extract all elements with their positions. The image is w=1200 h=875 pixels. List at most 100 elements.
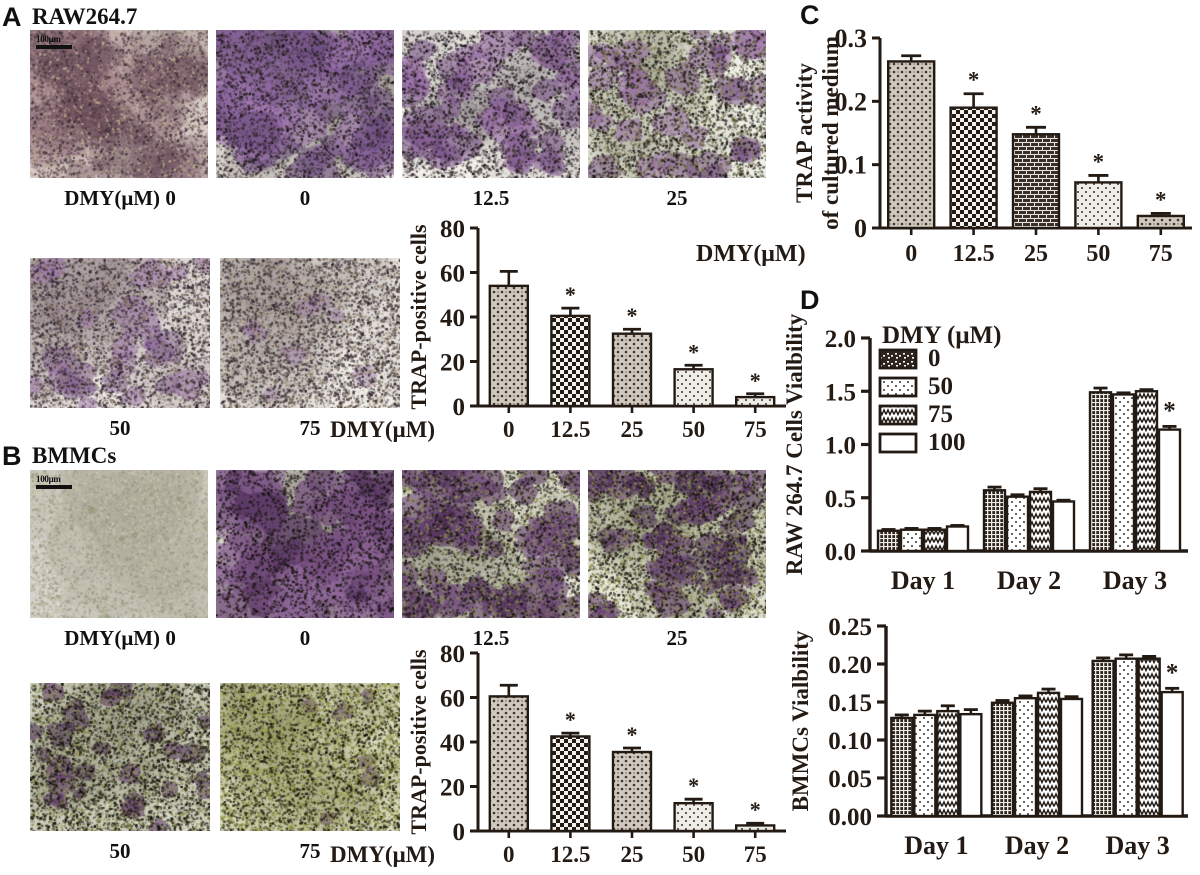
bar [1059,697,1084,818]
scale-bar: 100μm [36,34,72,49]
caption-b-row2-1: 75 [299,839,321,863]
bar [1051,500,1076,553]
micrograph-a-12_5 [402,30,580,178]
micrograph-b-75 [220,683,400,831]
panel-d-letter: D [800,285,820,315]
bar [1074,181,1123,230]
bar [945,525,970,553]
y-axis-label: BMMCs Vialbility [788,630,813,811]
y-tick-label: 0.05 [828,766,872,793]
x-axis-label: DMY(μM) [330,842,435,867]
y-tick-label: 60 [440,261,465,288]
caption-b-row1-3: 25 [666,626,688,650]
bar [1013,696,1038,818]
micrograph-a-25 [588,30,766,178]
y-tick-label: 60 [440,686,465,713]
caption-a-row1-3: 25 [666,186,688,210]
bar [488,284,530,408]
x-tick-label: 12.5 [550,417,590,442]
caption-b-row1-2: 12.5 [472,626,510,650]
y-tick-label: 0.00 [828,804,872,831]
x-tick-label: 50 [682,417,705,442]
x-tick-label: 50 [682,842,705,867]
bar [735,824,776,833]
caption-b-row1-1: 0 [299,626,311,650]
caption-a-row1-0: DMY(μM) 0 [20,186,220,211]
scale-bar-label: 100μm [36,34,61,44]
x-tick-label: 25 [1024,241,1048,267]
y-tick-label: 20 [440,775,465,802]
x-tick-label: 0 [503,842,515,867]
bar [1005,495,1030,553]
legend-label: 100 [928,429,966,456]
bar [959,712,983,818]
significance-marker: * [1166,659,1179,686]
x-axis-label: DMY(μM) [696,241,806,267]
bar [1134,390,1159,553]
y-tick-label: 40 [440,305,465,332]
bar [1157,428,1182,553]
y-tick-label: 0.10 [828,728,872,755]
significance-marker: * [627,722,638,747]
x-tick-label: Day 1 [891,566,955,595]
bar [1088,391,1113,553]
chart-a-trap-positive: 0 20 40 60 80 0 * 12.5 * 25 * 50 * 75 DMY(μM) TRAP-posi… [330,216,794,450]
caption-a-row2-0: 50 [109,416,131,440]
legend-swatch [878,376,918,398]
caption-value: 0 [165,186,176,210]
significance-marker: * [750,797,761,822]
micrograph-a-50 [30,258,210,408]
y-tick-label: 2.0 [825,326,856,353]
bar [1160,690,1184,818]
bar [1137,657,1161,818]
bar [913,713,937,818]
significance-marker: * [688,773,699,798]
significance-marker: * [627,303,638,328]
caption-prefix: DMY(μM) [64,626,161,650]
chart-b-trap-positive: 0 20 40 60 80 0 * 12.5 * 25 * 50 * 75 DMY(μM) TRAP-posi… [330,641,794,875]
bar [550,735,591,833]
x-tick-label: 0 [905,241,917,267]
x-tick-label: 25 [621,417,644,442]
bar [611,750,653,833]
micrograph-b-0-control: 100μm [30,470,208,618]
caption-b-row2-0: 50 [109,839,131,863]
y-tick-label: 1.0 [825,433,856,460]
x-tick-label: 75 [1149,241,1173,267]
y-tick-label: 0.0 [825,539,856,566]
y-tick-label: 0.3 [835,24,868,53]
significance-marker: * [1093,149,1105,174]
micrograph-a-0-rankl [216,30,394,178]
x-tick-label: 12.5 [550,842,590,867]
y-tick-label: 40 [440,730,465,757]
significance-marker: * [565,282,576,307]
legend-swatch [878,404,918,426]
x-tick-label: 12.5 [953,241,995,267]
bar [1136,214,1185,230]
x-tick-label: 25 [621,842,644,867]
x-tick-label: Day 3 [1103,566,1167,595]
y-tick-label: 0.20 [828,652,872,679]
bar [1028,490,1053,553]
bar [886,60,936,230]
caption-value: 0 [165,626,176,650]
micrograph-b-0-rankl [216,470,394,618]
legend-label: 75 [928,401,953,428]
bar [673,368,714,408]
chart-c-trap-activity: 0 0.1 0.2 0.3 0 * 12.5 * 25 * 50 * 75 DMY(μM) TRAP act… [696,22,1200,272]
legend-title: DMY (μM) [882,322,1001,349]
y-axis-label: TRAP activity [792,63,817,203]
y-tick-label: 20 [440,350,465,377]
bar [949,106,998,230]
x-tick-label: Day 2 [1005,831,1069,860]
significance-marker: * [968,68,980,93]
bar [673,801,714,833]
scale-bar-line [36,45,72,49]
bar [936,709,960,818]
caption-prefix: DMY(μM) [64,186,161,210]
x-tick-label: 75 [744,842,767,867]
x-axis-label: DMY(μM) [330,417,435,442]
micrograph-a-75 [220,258,400,408]
panel-a-letter: A [2,2,22,32]
y-axis-label: of cultured medium [818,36,843,230]
